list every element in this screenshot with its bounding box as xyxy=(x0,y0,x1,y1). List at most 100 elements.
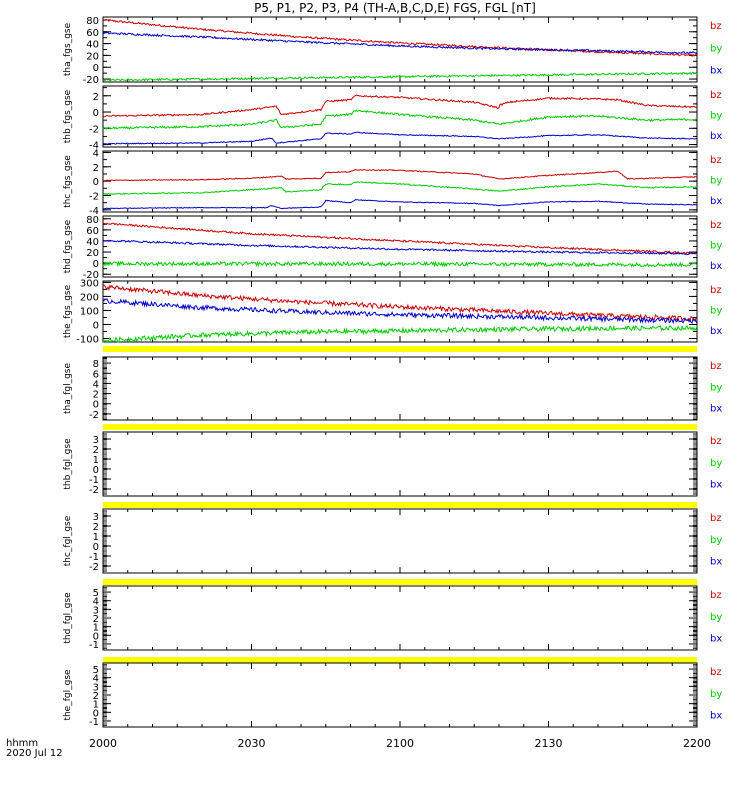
legend-label: by xyxy=(710,305,722,316)
legend-label: bz xyxy=(710,155,722,166)
yellow-bar xyxy=(103,346,697,352)
y-tick-label: 0 xyxy=(93,400,99,411)
chart-title: P5, P1, P2, P3, P4 (TH-A,B,C,D,E) FGS, F… xyxy=(254,1,536,15)
y-tick-label: -1 xyxy=(89,552,99,563)
y-tick-label: 20 xyxy=(86,51,99,62)
y-tick-label: 80 xyxy=(86,215,99,226)
panel-frame xyxy=(102,356,698,421)
y-tick-label: 2 xyxy=(93,445,99,456)
series-line-bx xyxy=(102,298,698,325)
yellow-bar xyxy=(103,579,697,585)
y-tick-label: 0 xyxy=(93,259,99,270)
legend-label: bz xyxy=(710,285,722,296)
y-tick-label: -1 xyxy=(89,640,99,651)
legend-label: bx xyxy=(710,66,722,77)
series-line-by xyxy=(102,109,698,130)
panel-frame xyxy=(102,85,698,148)
y-tick-label: 40 xyxy=(86,40,99,51)
series-line-bz xyxy=(102,94,698,118)
y-tick-label: 4 xyxy=(93,148,99,159)
legend-label: by xyxy=(710,175,722,186)
y-tick-label: 5 xyxy=(93,588,99,599)
y-tick-label: 0 xyxy=(93,631,99,642)
y-tick-label: 3 xyxy=(93,512,99,523)
x-tick-label: 2130 xyxy=(535,737,563,750)
panel-frame xyxy=(102,662,698,728)
legend-label: by xyxy=(710,612,722,623)
y-tick-label: 8 xyxy=(93,359,99,370)
panel-frame xyxy=(102,508,698,574)
series-line-bx xyxy=(102,31,698,55)
y-tick-label: -2 xyxy=(89,485,99,496)
series-line-bz xyxy=(102,168,698,182)
x-tick-label: 2100 xyxy=(386,737,414,750)
legend-label: bz xyxy=(710,21,722,32)
series-line-bx xyxy=(102,131,698,145)
y-tick-label: 0 xyxy=(93,465,99,476)
y-tick-label: 0 xyxy=(93,108,99,119)
series-line-by xyxy=(102,260,698,268)
y-axis-label: thd_fgs_gse xyxy=(63,219,73,273)
legend-label: bz xyxy=(710,220,722,231)
legend-label: by xyxy=(710,110,722,121)
y-tick-label: 200 xyxy=(80,292,99,303)
y-axis-label: thb_fgs_gse xyxy=(63,89,73,143)
series-line-bz xyxy=(102,222,698,255)
legend-label: bx xyxy=(710,634,722,645)
y-tick-label: -2 xyxy=(89,191,99,202)
legend-label: bx xyxy=(710,196,722,207)
legend-label: by xyxy=(710,535,722,546)
y-tick-label: 1 xyxy=(93,532,99,543)
y-axis-label: thb_fgl_gse xyxy=(63,438,73,490)
legend-label: bz xyxy=(710,513,722,524)
y-tick-label: 0 xyxy=(93,708,99,719)
y-tick-label: 1 xyxy=(93,700,99,711)
panel-frame xyxy=(102,585,698,651)
y-axis-label: thc_fgs_gse xyxy=(63,155,73,208)
date-label: 2020 Jul 12 xyxy=(6,748,63,759)
series-line-by xyxy=(102,324,698,343)
y-axis-label: tha_fgs_gse xyxy=(63,22,73,76)
y-tick-label: -4 xyxy=(89,206,99,217)
legend-label: bx xyxy=(710,711,722,722)
legend-label: bx xyxy=(710,480,722,491)
series-line-by xyxy=(102,181,698,196)
x-tick-label: 2200 xyxy=(683,737,711,750)
y-tick-label: 3 xyxy=(93,605,99,616)
legend-label: by xyxy=(710,240,722,251)
series-line-bz xyxy=(102,284,698,323)
y-tick-label: 4 xyxy=(93,674,99,685)
legend-label: by xyxy=(710,43,722,54)
y-tick-label: 20 xyxy=(86,248,99,259)
y-tick-label: 3 xyxy=(93,435,99,446)
legend-label: bz xyxy=(710,436,722,447)
legend-label: bx xyxy=(710,261,722,272)
y-axis-label: the_fgs_gse xyxy=(63,284,73,338)
y-tick-label: -100 xyxy=(76,334,99,345)
panel-frame xyxy=(102,215,698,278)
y-tick-label: 2 xyxy=(93,390,99,401)
yellow-bar xyxy=(103,502,697,508)
legend-label: bx xyxy=(710,404,722,415)
legend-label: bz xyxy=(710,667,722,678)
y-axis-label: the_fgl_gse xyxy=(63,669,73,721)
y-tick-label: 40 xyxy=(86,237,99,248)
y-tick-label: 5 xyxy=(93,665,99,676)
y-axis-label: thd_fgl_gse xyxy=(63,592,73,644)
y-tick-label: -2 xyxy=(89,410,99,421)
x-tick-label: 2030 xyxy=(238,737,266,750)
panel-frame xyxy=(102,16,698,83)
legend-label: bx xyxy=(710,131,722,142)
y-tick-label: -20 xyxy=(83,270,99,281)
series-line-by xyxy=(102,71,698,82)
legend-label: by xyxy=(710,689,722,700)
y-tick-label: 2 xyxy=(93,522,99,533)
y-tick-label: 80 xyxy=(86,16,99,27)
y-tick-label: 4 xyxy=(93,597,99,608)
y-tick-label: -1 xyxy=(89,475,99,486)
y-tick-label: 4 xyxy=(93,379,99,390)
y-tick-label: 6 xyxy=(93,369,99,380)
y-tick-label: -2 xyxy=(89,562,99,573)
y-tick-label: 300 xyxy=(80,278,99,289)
